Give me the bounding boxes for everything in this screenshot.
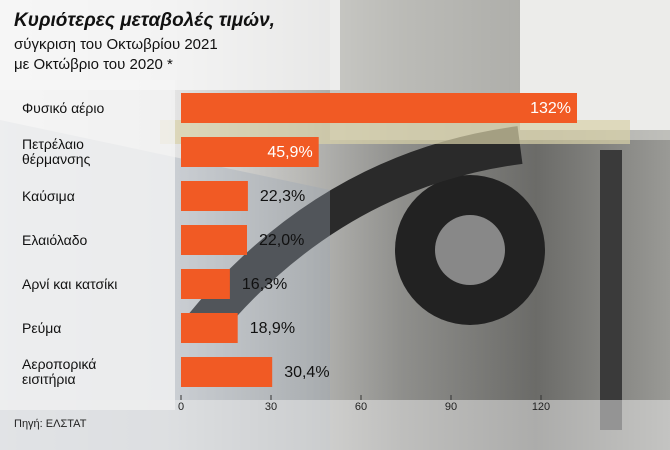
- x-tick-label: 30: [265, 401, 277, 413]
- bar: [181, 137, 319, 167]
- category-label: Αρνί και κατσίκι: [22, 275, 118, 292]
- x-tick-label: 0: [178, 401, 184, 413]
- category-label: Πετρέλαιο θέρμανσης: [22, 136, 91, 167]
- value-label: 30,4%: [284, 364, 329, 381]
- bar: [181, 225, 247, 255]
- value-label: 18,9%: [250, 320, 295, 337]
- category-label: Καύσιμα: [22, 187, 75, 204]
- bar: [181, 357, 273, 387]
- value-label: 22,0%: [259, 232, 304, 249]
- category-label: Ελαιόλαδο: [22, 231, 88, 248]
- bar: [181, 93, 577, 123]
- value-label: 22,3%: [260, 188, 305, 205]
- bar: [181, 181, 248, 211]
- bar: [181, 269, 230, 299]
- value-label: 45,9%: [267, 144, 312, 161]
- x-tick-label: 90: [445, 401, 457, 413]
- source: Πηγή: ΕΛΣΤΑΤ: [14, 418, 87, 430]
- category-label: Φυσικό αέριο: [22, 99, 105, 116]
- value-label: 16,3%: [242, 276, 287, 293]
- bar: [181, 313, 238, 343]
- subtitle: με Οκτώβριο του 2020 *: [14, 56, 173, 73]
- x-tick-label: 60: [355, 401, 367, 413]
- category-label: Αεροπορικά εισιτήρια: [22, 356, 97, 387]
- subtitle: σύγκριση του Οκτωβρίου 2021: [14, 36, 218, 53]
- x-tick-label: 120: [532, 401, 550, 413]
- chart-title: Κυριότερες μεταβολές τιμών,: [14, 10, 275, 31]
- value-label: 132%: [530, 100, 571, 117]
- category-label: Ρεύμα: [22, 319, 62, 336]
